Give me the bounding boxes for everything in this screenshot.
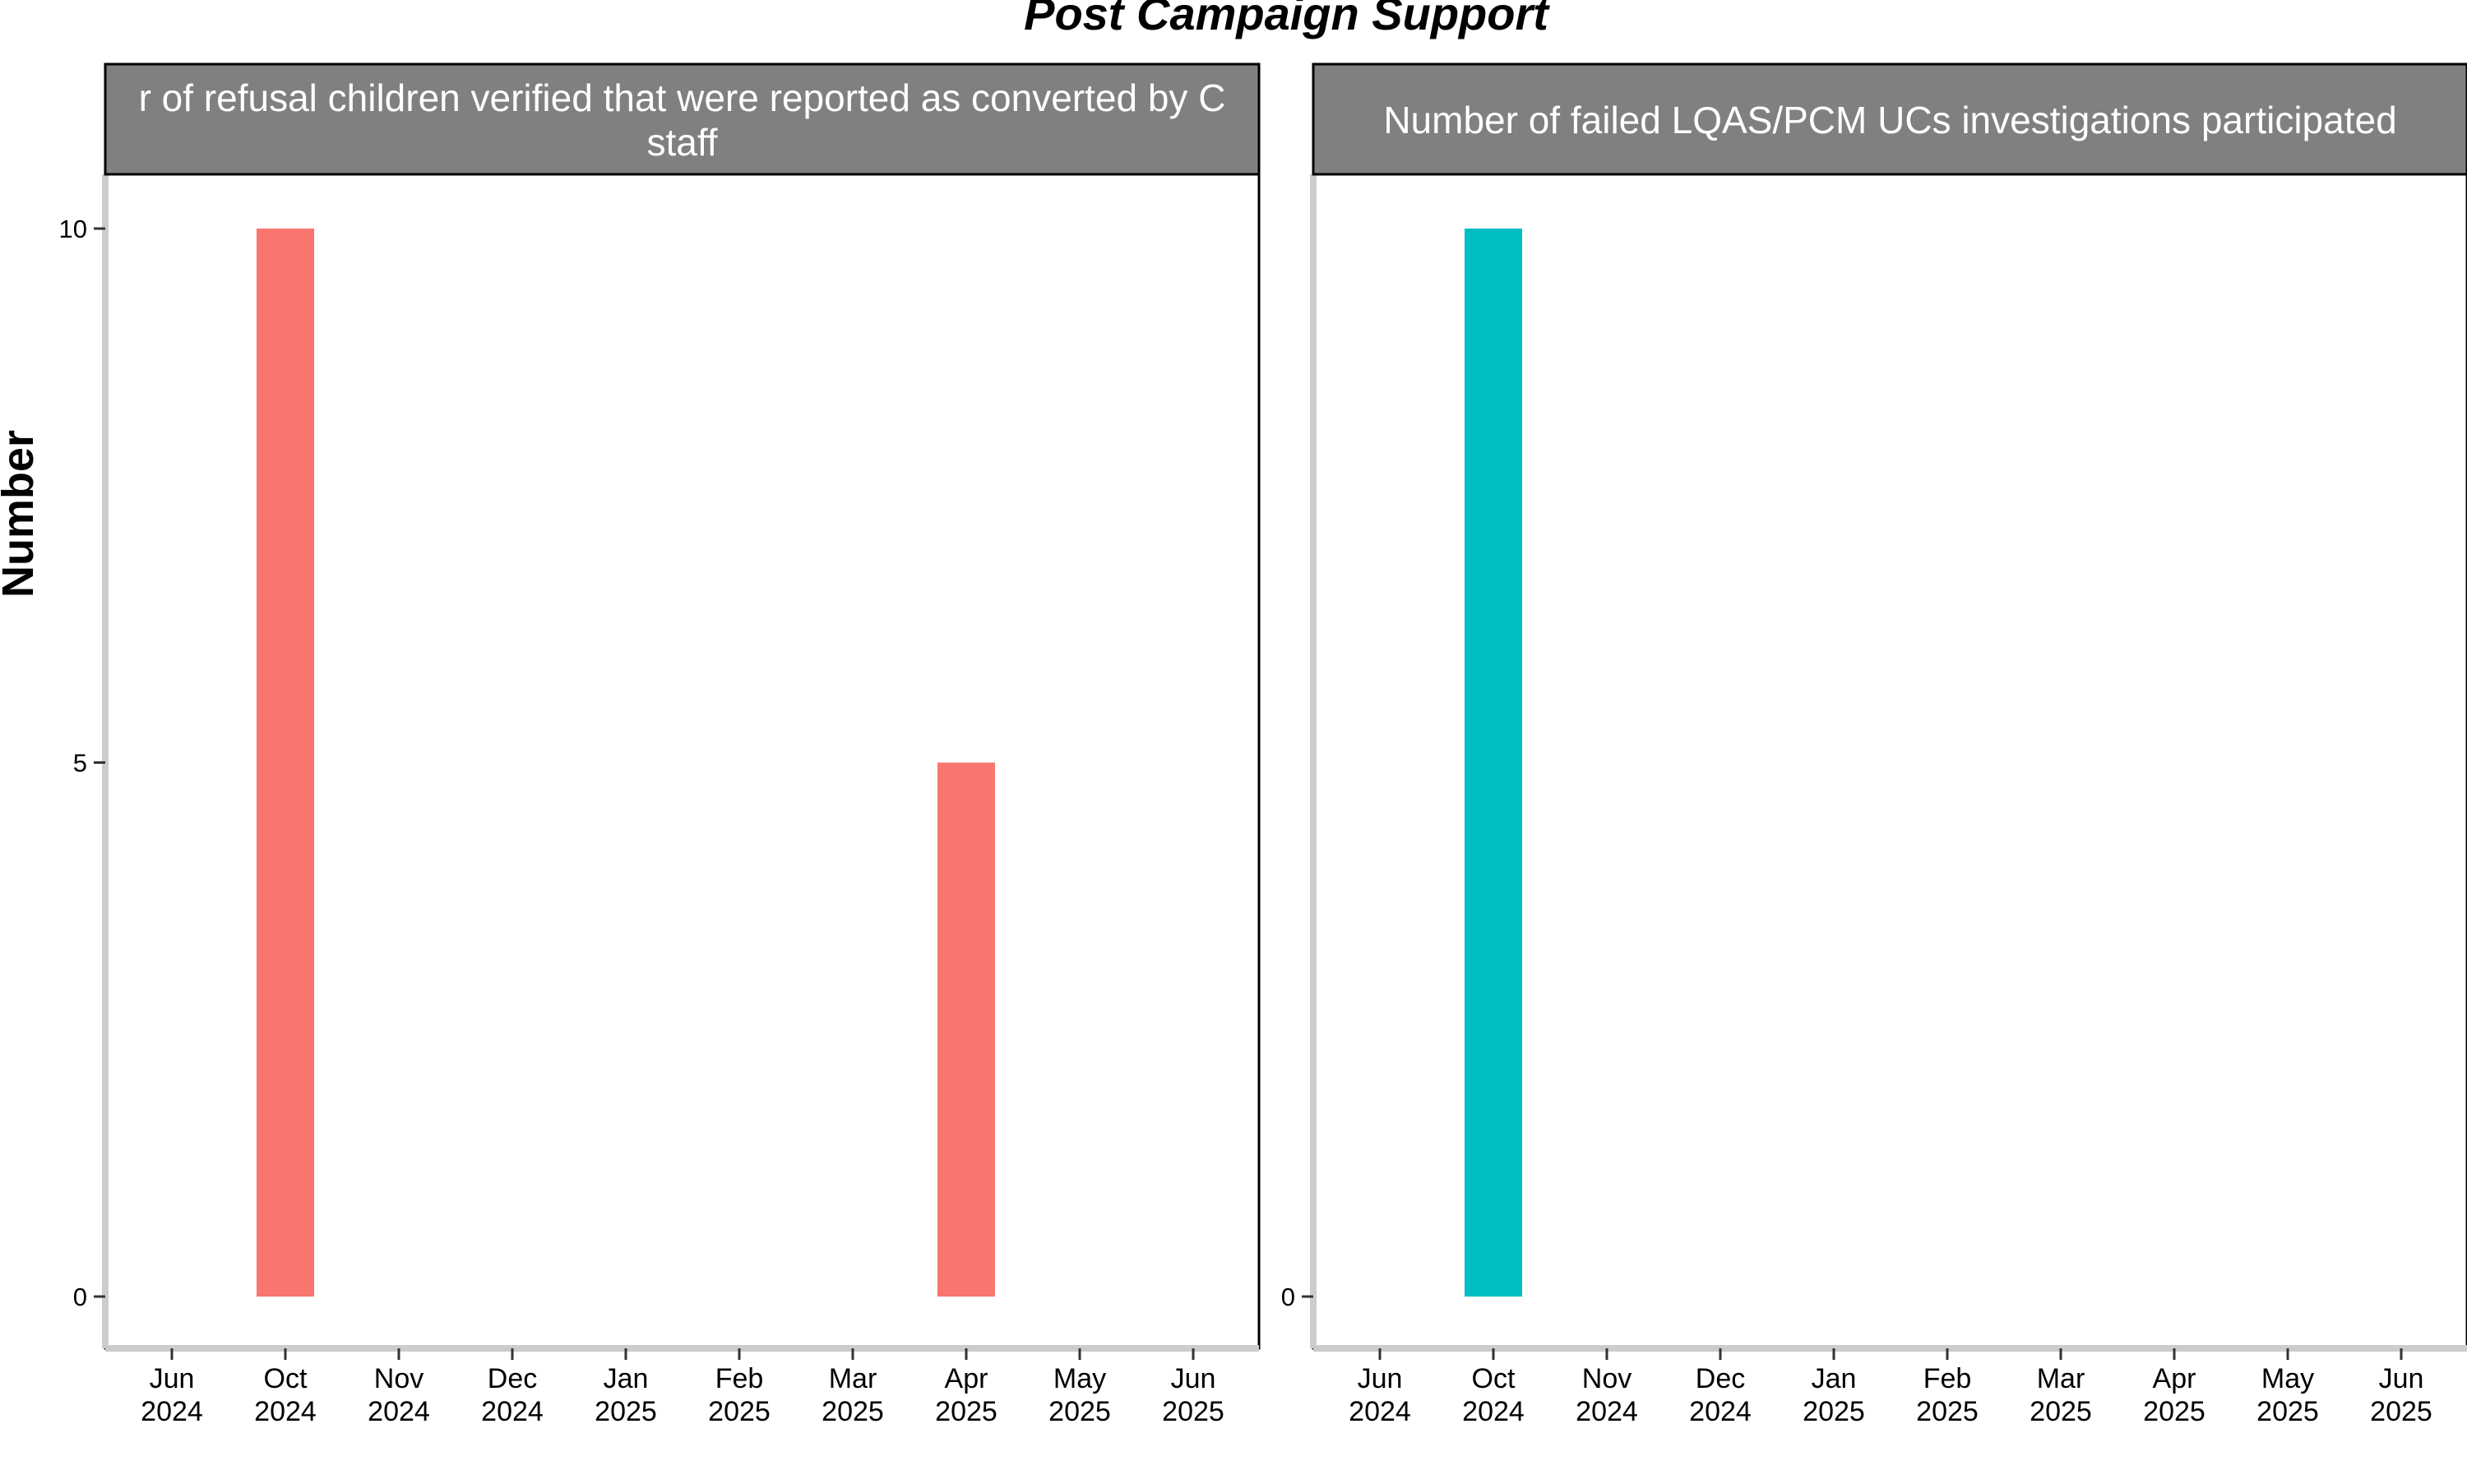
x-tick-label-year: 2025 <box>2370 1396 2432 1427</box>
x-tick-label-year: 2024 <box>1349 1396 1411 1427</box>
x-tick-label-month: Mar <box>829 1363 877 1394</box>
x-tick-label-month: Dec <box>488 1363 537 1394</box>
x-tick-label-month: Nov <box>374 1363 424 1394</box>
x-tick-label-month: Jun <box>2379 1363 2424 1394</box>
y-tick-label: 0 <box>73 1283 87 1311</box>
x-tick-label-month: Mar <box>2037 1363 2085 1394</box>
x-tick-label-year: 2025 <box>1162 1396 1224 1427</box>
x-tick-label-year: 2024 <box>481 1396 544 1427</box>
x-tick-label-month: May <box>2261 1363 2314 1394</box>
y-axis-label: Number <box>0 430 43 598</box>
x-tick-label-year: 2024 <box>1462 1396 1525 1427</box>
x-tick-label-year: 2025 <box>822 1396 884 1427</box>
x-tick-label-month: Jan <box>1812 1363 1857 1394</box>
bar <box>1465 229 1522 1297</box>
x-tick-label-month: Nov <box>1582 1363 1632 1394</box>
facet-strip-title-line: Number of failed LQAS/PCM UCs investigat… <box>1383 99 2396 141</box>
x-tick-label-month: Feb <box>1923 1363 1972 1394</box>
x-tick-label-month: Apr <box>2153 1363 2196 1394</box>
x-tick-label-year: 2024 <box>1689 1396 1752 1427</box>
x-tick-label-month: Dec <box>1696 1363 1745 1394</box>
facet-strip <box>104 62 1261 176</box>
chart-title: Post Campaign Support <box>1024 0 1550 39</box>
x-tick-label-year: 2024 <box>368 1396 430 1427</box>
x-tick-label-month: Jun <box>1358 1363 1403 1394</box>
facet-strip-text-group: r of refusal children verified that were… <box>139 76 1226 164</box>
x-tick-label-year: 2024 <box>141 1396 203 1427</box>
x-tick-label-year: 2025 <box>708 1396 771 1427</box>
y-tick-label: 10 <box>59 215 87 243</box>
x-tick-label-month: Jun <box>1171 1363 1216 1394</box>
bar <box>937 762 995 1297</box>
panels-layer: r of refusal children verified that were… <box>59 62 2467 1427</box>
bar <box>257 229 314 1297</box>
x-tick-label-year: 2025 <box>2256 1396 2319 1427</box>
x-tick-label-month: Oct <box>1472 1363 1516 1394</box>
x-tick-label-year: 2025 <box>2143 1396 2205 1427</box>
x-tick-label-year: 2025 <box>935 1396 997 1427</box>
facet-strip-title-line: r of refusal children verified that were… <box>139 76 1226 119</box>
x-tick-label-month: May <box>1053 1363 1106 1394</box>
facet-strip-text-group: Number of failed LQAS/PCM UCs investigat… <box>1383 99 2396 141</box>
panel-2: Number of failed LQAS/PCM UCs investigat… <box>1281 62 2467 1427</box>
x-tick-label-year: 2025 <box>1048 1396 1111 1427</box>
x-tick-label-year: 2024 <box>254 1396 317 1427</box>
facet-strip <box>1312 62 2467 176</box>
x-tick-label-year: 2025 <box>2030 1396 2092 1427</box>
x-tick-label-year: 2024 <box>1576 1396 1638 1427</box>
facet-strip-title-line: staff <box>646 121 717 164</box>
x-tick-label-month: Oct <box>264 1363 308 1394</box>
x-tick-label-month: Jun <box>150 1363 195 1394</box>
x-tick-label-year: 2025 <box>1803 1396 1865 1427</box>
y-tick-label: 0 <box>1281 1283 1295 1311</box>
x-tick-label-year: 2025 <box>1916 1396 1979 1427</box>
y-tick-label: 5 <box>73 749 87 778</box>
x-tick-label-year: 2025 <box>595 1396 657 1427</box>
x-tick-label-month: Jan <box>604 1363 649 1394</box>
x-tick-label-month: Feb <box>715 1363 764 1394</box>
panel-1: r of refusal children verified that were… <box>59 62 1261 1427</box>
x-tick-label-month: Apr <box>945 1363 988 1394</box>
